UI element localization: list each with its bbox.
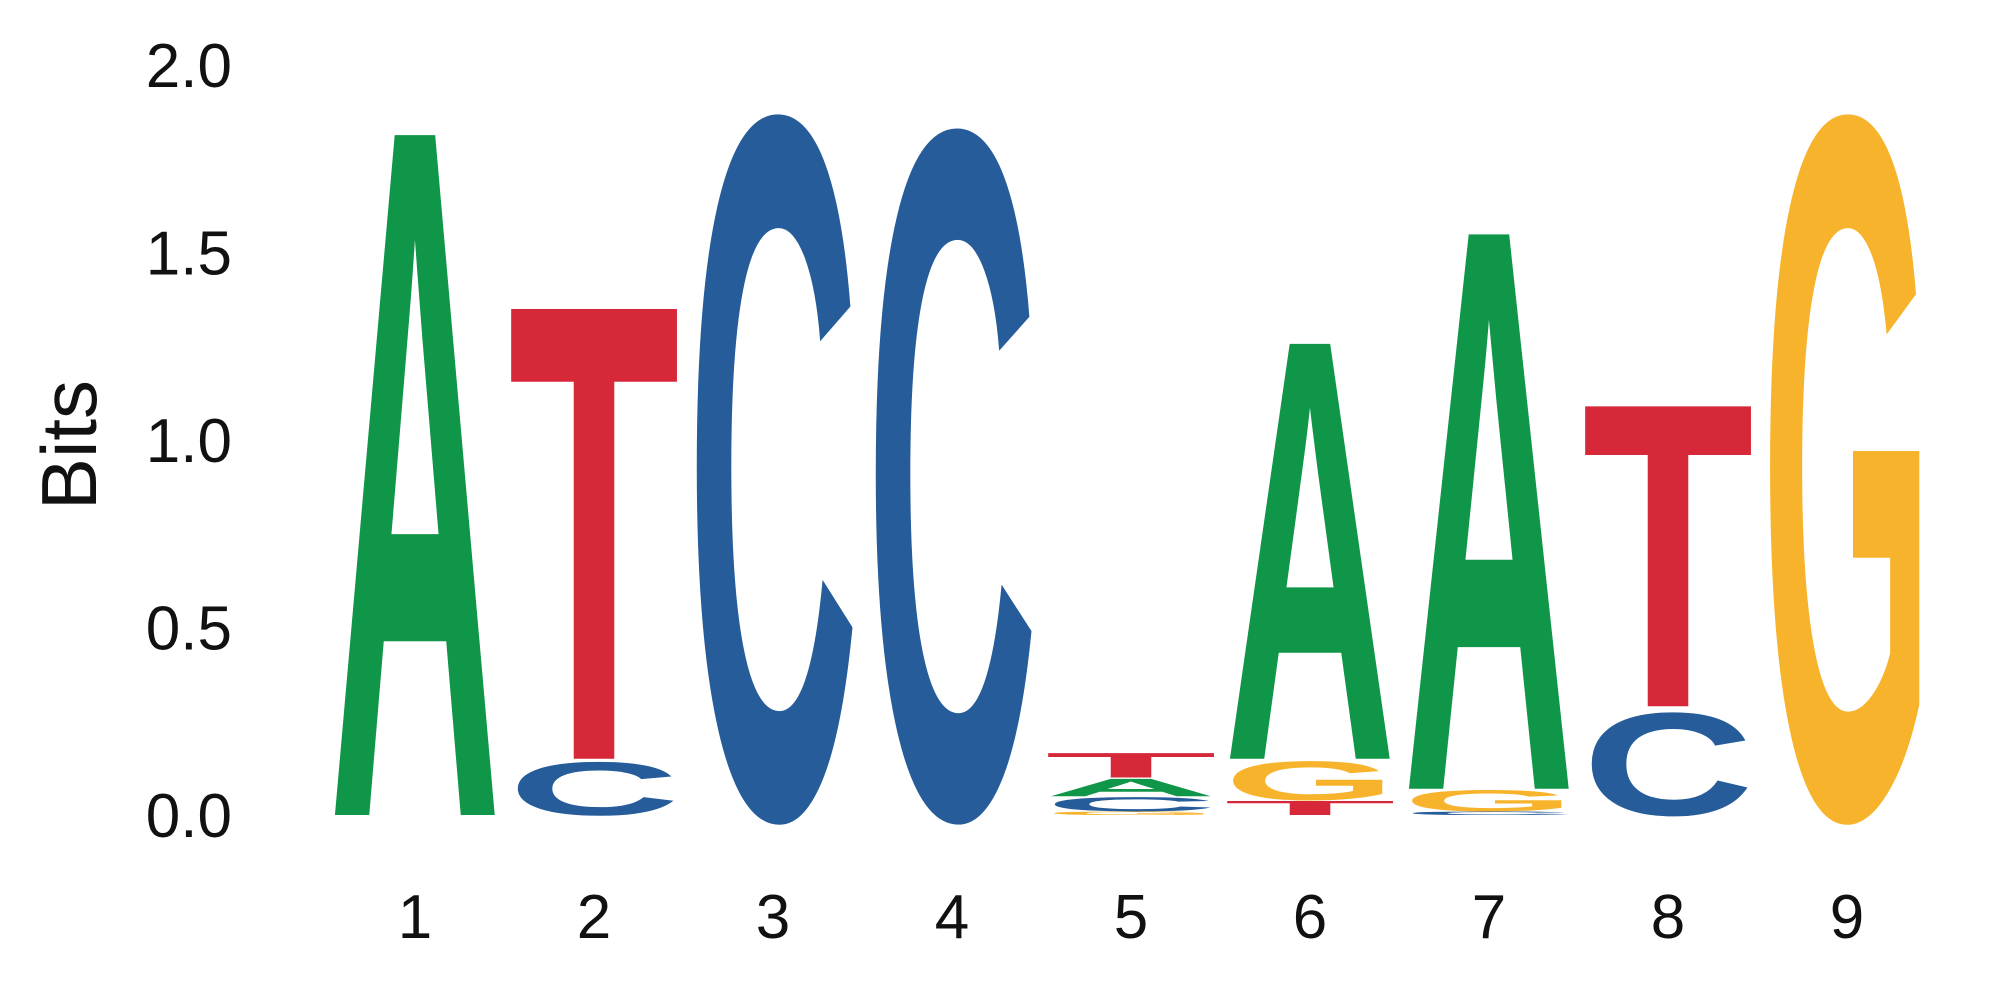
logo-letter-t: T xyxy=(508,166,680,897)
logo-letter-g: G xyxy=(1224,750,1396,812)
logo-letter-g: G xyxy=(1403,784,1575,818)
x-tick-label: 7 xyxy=(1472,883,1506,952)
x-tick-label: 9 xyxy=(1830,883,1864,952)
y-tick-label: 0.0 xyxy=(146,782,232,851)
logo-letter-c: C xyxy=(1582,682,1754,846)
y-tick-label: 1.0 xyxy=(146,407,232,476)
logo-letter-a: A xyxy=(1045,773,1217,801)
x-tick-label: 5 xyxy=(1114,883,1148,952)
y-axis-label: Bits xyxy=(25,380,113,510)
logo-letter-a: A xyxy=(1403,59,1575,960)
x-tick-label: 6 xyxy=(1293,883,1327,952)
logo-letter-g: G xyxy=(1761,0,1933,1000)
logo-letter-g: G xyxy=(1045,810,1217,816)
logo-letter-c: C xyxy=(866,0,1038,1000)
logo-letter-t: T xyxy=(1045,745,1217,785)
y-tick-label: 1.5 xyxy=(146,220,232,289)
logo-letter-a: A xyxy=(1224,214,1396,887)
logo-letter-t: T xyxy=(1582,312,1754,799)
x-axis-ticks: 1 2 3 4 5 6 7 8 9 xyxy=(398,883,1864,952)
logo-letter-c: C xyxy=(508,747,680,832)
x-tick-label: 3 xyxy=(756,883,790,952)
y-axis-ticks: 0.0 0.5 1.0 1.5 2.0 xyxy=(146,32,232,851)
x-tick-label: 2 xyxy=(577,883,611,952)
logo-letter-a: A xyxy=(329,0,501,1000)
x-tick-label: 8 xyxy=(1651,883,1685,952)
y-tick-label: 0.5 xyxy=(146,595,232,664)
x-tick-label: 4 xyxy=(935,883,969,952)
y-tick-label: 2.0 xyxy=(146,32,232,101)
logo-letter-t: T xyxy=(1224,797,1396,820)
logo-letter-c: C xyxy=(687,0,859,1000)
logo-letter-c: C xyxy=(1403,810,1575,816)
x-tick-label: 1 xyxy=(398,883,432,952)
logo-letter-c: C xyxy=(1045,793,1217,816)
